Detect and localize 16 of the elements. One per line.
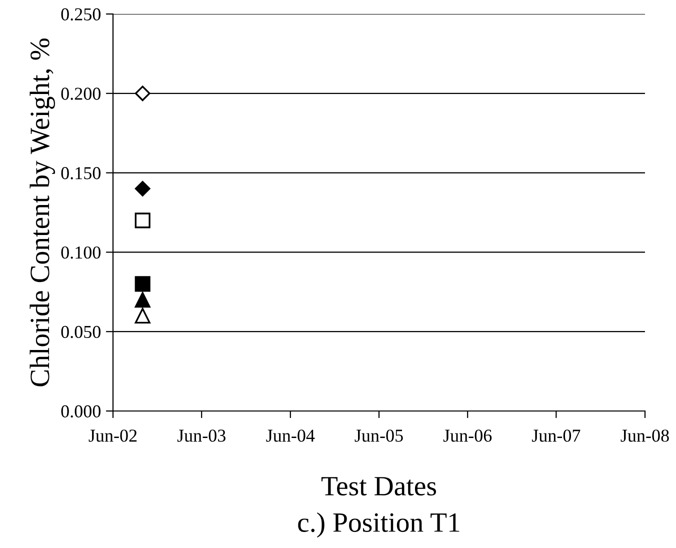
x-tick-label: Jun-07 (532, 430, 580, 442)
x-tick-label: Jun-05 (354, 430, 403, 442)
x-tick-label: Jun-02 (88, 430, 137, 442)
x-tick-label: Jun-08 (620, 430, 669, 442)
y-tick-label: 0.050 (61, 326, 101, 338)
x-axis-title: Test Dates (321, 477, 436, 496)
y-tick-label: 0.000 (61, 405, 101, 418)
x-tick-label: Jun-06 (443, 430, 492, 442)
y-tick-label: 0.250 (61, 8, 101, 21)
y-tick-label: 0.150 (61, 167, 101, 180)
text: c.) Position T1 (298, 512, 460, 538)
x-tick-label: Jun-04 (266, 430, 315, 442)
x-tick-label: Jun-03 (177, 430, 226, 442)
y-tick-label: 0.200 (61, 88, 101, 100)
y-tick-label: 0.100 (61, 246, 101, 259)
y-axis-title: Chloride Content by Weight, % (30, 38, 56, 386)
